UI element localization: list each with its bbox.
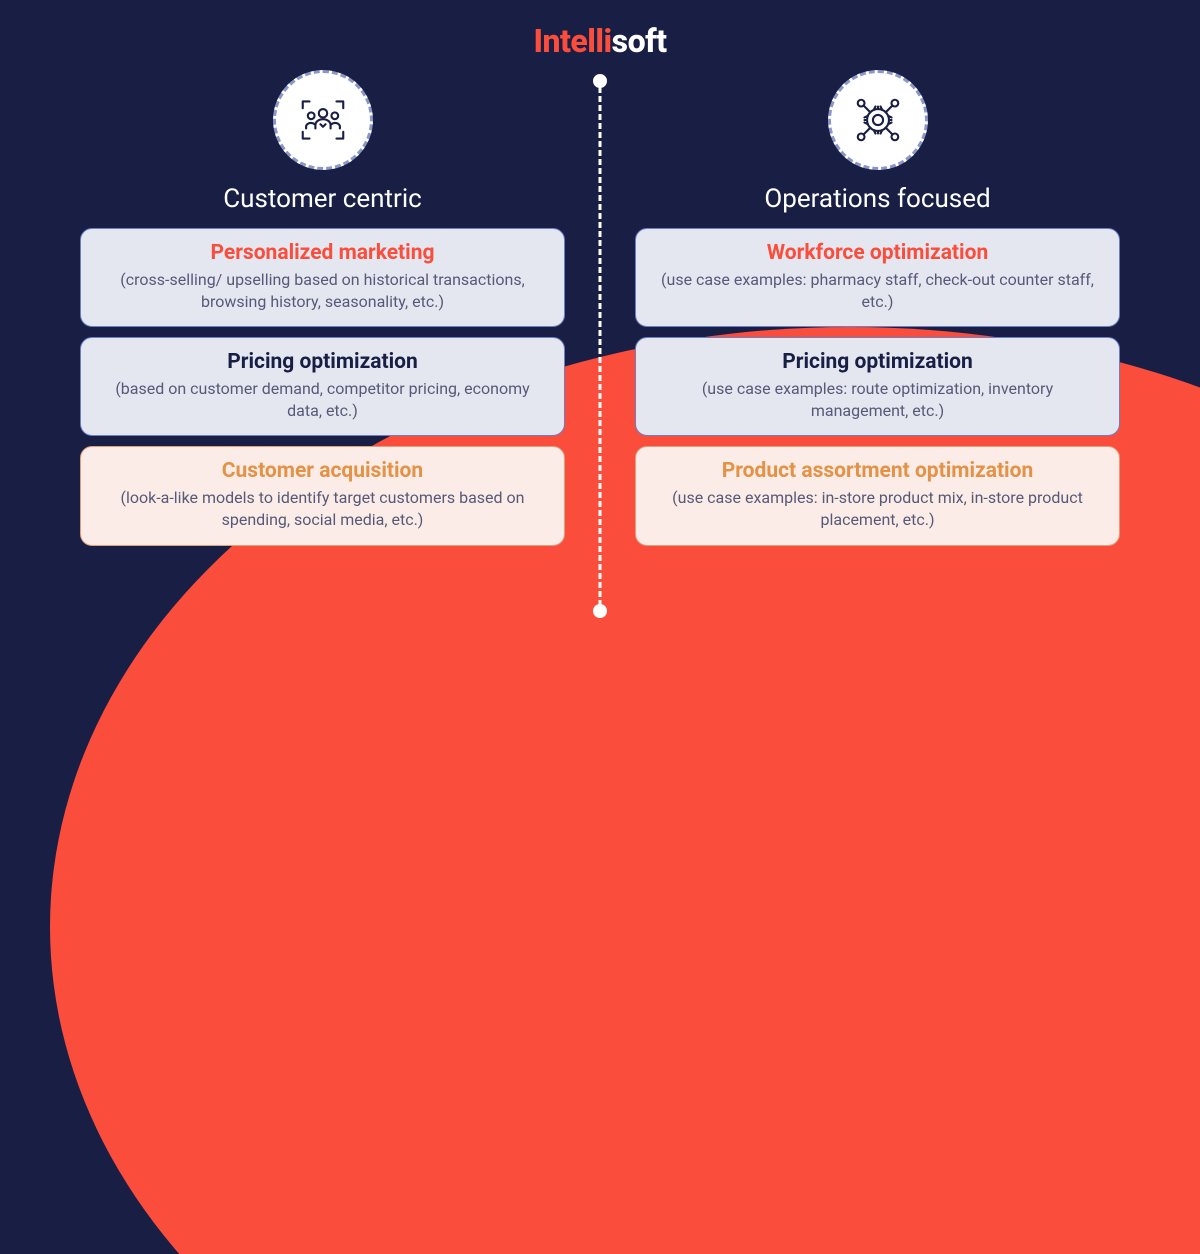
card-desc: (cross-selling/ upselling based on histo… <box>103 269 542 312</box>
card-title: Customer acquisition <box>103 459 542 483</box>
divider-dot-top <box>593 74 607 88</box>
card-title: Pricing optimization <box>658 350 1097 374</box>
card-desc: (use case examples: pharmacy staff, chec… <box>658 269 1097 312</box>
card: Customer acquisition (look-a-like models… <box>80 446 565 545</box>
card-desc: (use case examples: in-store product mix… <box>658 487 1097 530</box>
customer-icon-circle <box>273 70 373 170</box>
card-title: Product assortment optimization <box>658 459 1097 483</box>
card: Pricing optimization (based on customer … <box>80 337 565 436</box>
divider-dot-bottom <box>593 604 607 618</box>
card-title: Personalized marketing <box>103 241 542 265</box>
people-focus-icon <box>296 93 350 147</box>
gear-nodes-icon <box>851 93 905 147</box>
column-operations: Operations focused Workforce optimizatio… <box>635 70 1120 556</box>
card-desc: (look-a-like models to identify target c… <box>103 487 542 530</box>
card: Personalized marketing (cross-selling/ u… <box>80 228 565 327</box>
column-title: Operations focused <box>764 184 990 214</box>
card-title: Pricing optimization <box>103 350 542 374</box>
card-desc: (use case examples: route optimization, … <box>658 378 1097 421</box>
card-title: Workforce optimization <box>658 241 1097 265</box>
card: Workforce optimization (use case example… <box>635 228 1120 327</box>
card: Product assortment optimization (use cas… <box>635 446 1120 545</box>
column-customer: Customer centric Personalized marketing … <box>80 70 565 556</box>
column-title: Customer centric <box>223 184 422 214</box>
card: Pricing optimization (use case examples:… <box>635 337 1120 436</box>
card-desc: (based on customer demand, competitor pr… <box>103 378 542 421</box>
operations-icon-circle <box>828 70 928 170</box>
